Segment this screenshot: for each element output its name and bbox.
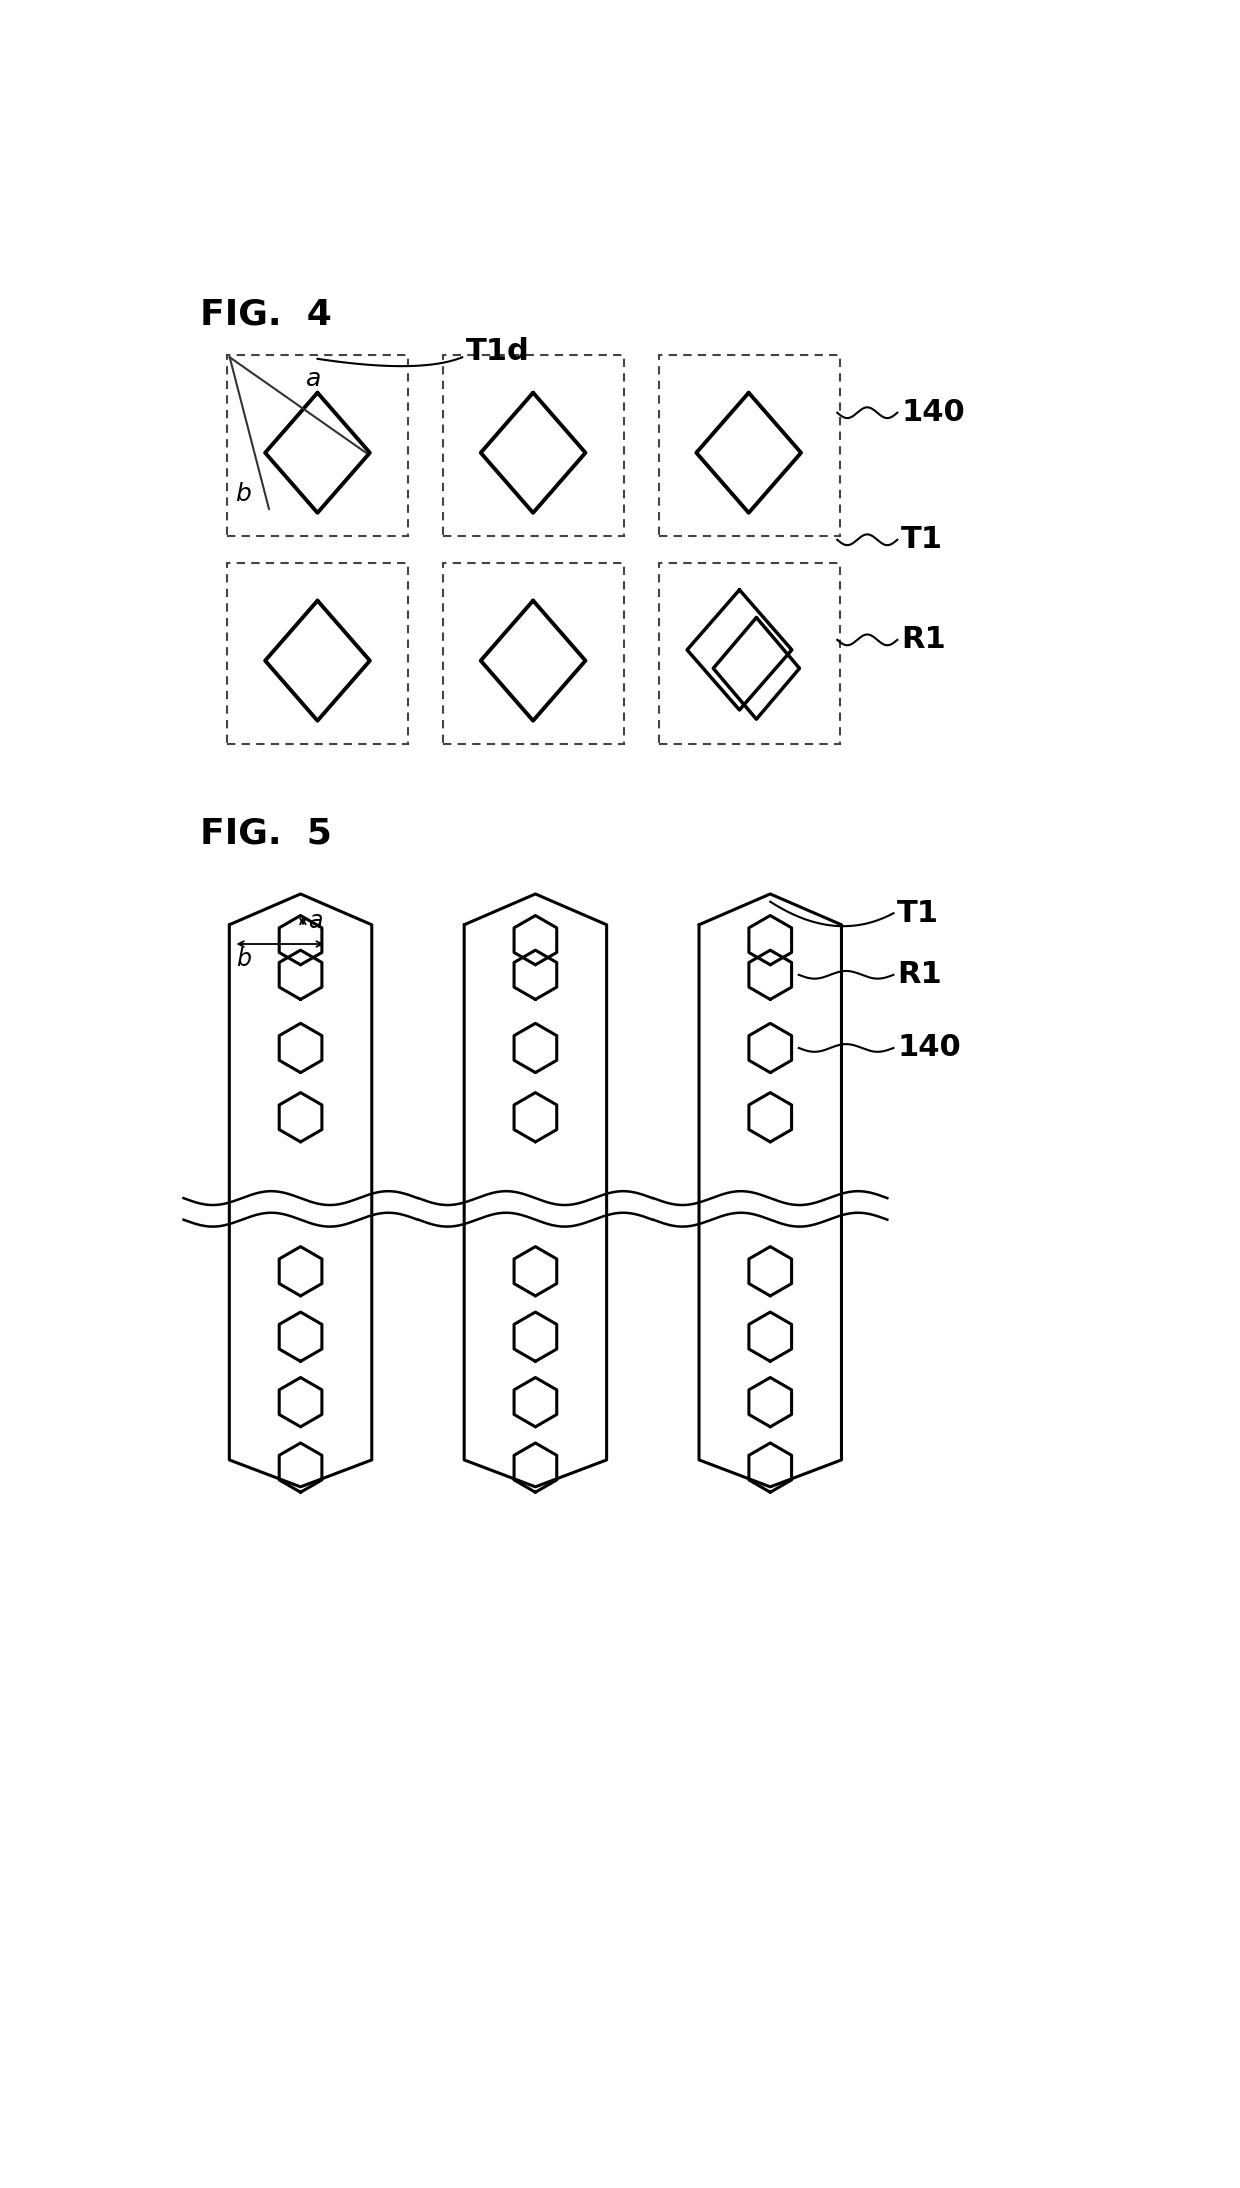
Bar xyxy=(443,354,624,536)
Text: a: a xyxy=(309,910,322,934)
Text: R1: R1 xyxy=(901,626,946,654)
Text: a: a xyxy=(306,368,321,392)
Text: R1: R1 xyxy=(898,961,942,989)
Text: b: b xyxy=(236,947,250,971)
Bar xyxy=(443,562,624,744)
Text: FIG.  4: FIG. 4 xyxy=(201,298,332,330)
Bar xyxy=(227,354,408,536)
Text: T1: T1 xyxy=(901,525,944,554)
Text: T1: T1 xyxy=(898,899,940,928)
Text: FIG.  5: FIG. 5 xyxy=(201,816,332,851)
Text: T1d: T1d xyxy=(466,337,529,365)
Bar xyxy=(658,562,839,744)
Text: 140: 140 xyxy=(898,1033,961,1063)
Bar xyxy=(227,562,408,744)
Text: b: b xyxy=(236,481,250,505)
Bar xyxy=(658,354,839,536)
Text: 140: 140 xyxy=(901,398,965,427)
